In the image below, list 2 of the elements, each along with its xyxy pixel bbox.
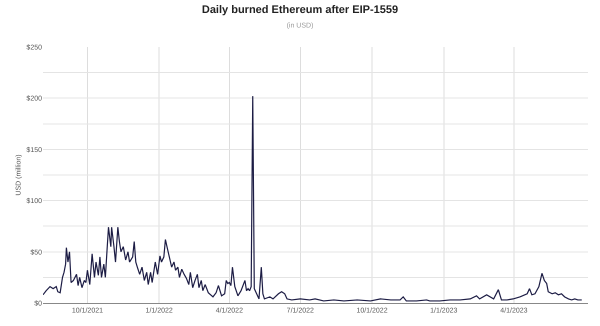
line-series [43,96,582,302]
chart-title: Daily burned Ethereum after EIP-1559 [202,4,398,16]
